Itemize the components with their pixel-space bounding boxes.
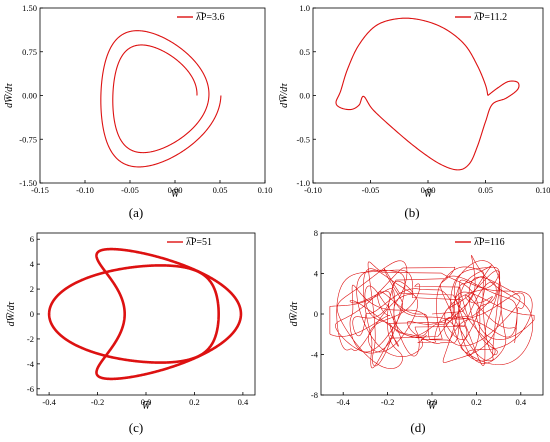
y-tick-label-b: -0.5 [297,134,310,144]
y-tick-label-d: -8 [311,390,318,400]
legend-label-b: λ̅P=11.2 [474,12,507,23]
x-tick-label-b: 0.05 [478,185,493,195]
panel-d: -0.4 -0.2 0.0 0.2 0.4 8 4 0 -4 -8 W̅ dW̅/dτ λ̅P=116 (… [289,228,544,435]
y-tick-label-a: 0.75 [22,47,37,57]
legend-label-c: λ̅P=51 [186,237,212,248]
legend-label-a: λ̅P=3.6 [196,12,225,23]
y-tick-label-c: 6 [30,234,34,244]
y-tick-label-d: 4 [314,269,319,279]
y-tick-label-c: 0 [30,309,34,319]
x-axis-label-d: W̅ [428,401,438,412]
trajectory-line-c-1 [47,264,220,364]
plot-frame-c [36,232,256,396]
x-tick-label-d: 0.2 [471,397,482,407]
x-tick-label-a: 0.10 [258,185,273,195]
y-tick-label-c: -4 [27,359,35,369]
trajectory-line-c [95,247,243,381]
x-tick-label-a: -0.05 [121,185,139,195]
x-tick-label-b: 0.00 [421,185,436,195]
x-tick-label-c: -0.4 [42,397,56,407]
trajectory-line-d [329,255,535,369]
x-tick-label-b: 0.10 [536,185,550,195]
x-axis-label-b: W̅ [424,189,434,200]
x-tick-label-c: 0.0 [141,397,152,407]
x-tick-label-d: 0.0 [427,397,438,407]
y-tick-label-a: 0.00 [22,91,37,101]
x-axis-label-a: W̅ [171,189,181,200]
x-tick-label-a: 0.05 [213,185,228,195]
plot-frame-a [39,7,266,184]
panel-caption-c: (c) [129,420,143,435]
y-tick-label-d: 8 [314,228,318,238]
panel-c: -0.4 -0.2 0.0 0.2 0.4 6 4 2 0 -2 -4 -6 W̅ dW̅/dτ λ̅P=5… [6,232,256,435]
y-axis-label-c: dW̅/dτ [6,301,17,326]
x-tick-label-a: -0.15 [31,185,49,195]
panel-b: -0.10 -0.05 0.00 0.05 0.10 1.0 0.5 0.0 -0.5 -1.0 W… [279,3,550,220]
panel-caption-b: (b) [404,205,419,220]
y-tick-label-d: 0 [314,309,318,319]
y-tick-label-a: 1.50 [22,3,37,13]
x-tick-label-a: 0.00 [168,185,183,195]
legend-label-d: λ̅P=116 [474,237,505,248]
x-tick-label-c: -0.2 [91,397,104,407]
x-tick-label-c: 0.2 [189,397,200,407]
y-tick-label-b: 0.0 [299,91,310,101]
y-tick-label-a: -0.75 [19,134,37,144]
x-tick-label-d: -0.4 [336,397,350,407]
y-axis-label-b: dW̅/dτ [279,83,290,108]
trajectory-line-b [335,17,520,171]
x-tick-label-d: -0.2 [381,397,394,407]
y-tick-label-b: 0.5 [299,47,310,57]
y-axis-label-d: dW̅/dτ [289,301,300,326]
panel-caption-d: (d) [410,420,425,435]
y-tick-label-c: -6 [27,384,34,394]
y-tick-label-b: 1.0 [299,3,310,13]
y-tick-label-c: -2 [27,334,34,344]
y-tick-label-a: -1.50 [19,178,37,188]
y-tick-label-c: 4 [30,259,35,269]
x-tick-label-d: 0.4 [515,397,526,407]
x-axis-label-c: W̅ [142,401,152,412]
x-tick-label-b: -0.10 [304,185,322,195]
x-tick-label-a: -0.10 [76,185,94,195]
trajectory-line-a [100,30,222,168]
panel-caption-a: (a) [129,205,143,220]
x-tick-label-b: -0.05 [362,185,380,195]
panel-a: -0.15 -0.10 -0.05 0.00 0.05 0.10 1.50 0.75 0.00 -… [4,3,272,220]
y-tick-label-b: -1.0 [297,178,310,188]
x-tick-label-c: 0.4 [238,397,249,407]
y-tick-label-d: -4 [311,350,319,360]
y-tick-label-c: 2 [30,284,34,294]
y-axis-label-a: dW̅/dτ [4,83,15,108]
